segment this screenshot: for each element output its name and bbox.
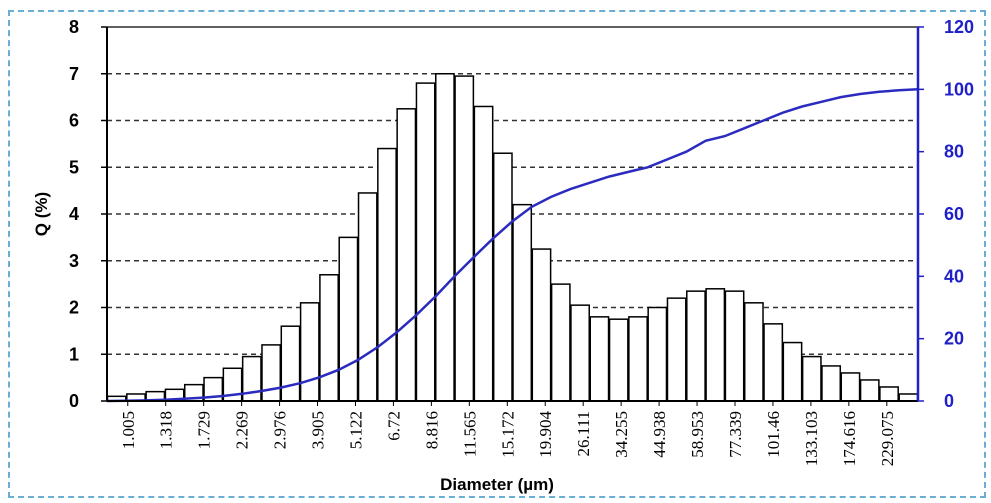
left-tick-label: 7 bbox=[69, 64, 79, 84]
x-tick-label: 11.565 bbox=[460, 411, 479, 457]
histogram-bar bbox=[628, 316, 648, 402]
left-tick-label: 8 bbox=[69, 17, 79, 37]
x-tick-label: 133.103 bbox=[802, 411, 821, 466]
x-tick-label: 5.122 bbox=[347, 411, 366, 449]
x-tick-label: 19.904 bbox=[536, 411, 555, 458]
x-tick-label: 1.729 bbox=[195, 411, 214, 449]
histogram-bar bbox=[357, 192, 378, 402]
x-tick-label: 8.816 bbox=[422, 411, 441, 449]
left-tick-label: 5 bbox=[69, 157, 79, 177]
right-tick-label: 80 bbox=[944, 142, 964, 162]
histogram-bar bbox=[898, 393, 919, 402]
histogram-bar bbox=[801, 355, 822, 402]
left-tick-label: 6 bbox=[69, 111, 79, 131]
left-tick-label: 0 bbox=[69, 391, 79, 411]
x-tick-label: 2.269 bbox=[233, 411, 252, 449]
histogram-bar bbox=[840, 372, 861, 402]
cumulative-line bbox=[106, 88, 919, 403]
histogram-bar bbox=[512, 203, 533, 402]
histogram-bar bbox=[705, 288, 726, 402]
left-tick-label: 3 bbox=[69, 251, 79, 271]
histogram-bar bbox=[377, 147, 397, 402]
right-axis-ticks: 0 20 40 60 80 100 120 bbox=[918, 17, 974, 411]
x-tick-label: 1.318 bbox=[157, 411, 176, 449]
histogram-bar bbox=[492, 152, 513, 402]
histogram-bar bbox=[763, 323, 784, 402]
x-tick-label: 3.905 bbox=[309, 411, 328, 449]
right-tick-label: 120 bbox=[944, 17, 974, 37]
histogram-bar bbox=[686, 290, 706, 402]
y-axis-title: Q (%) bbox=[32, 192, 51, 236]
histogram-bar bbox=[859, 379, 880, 402]
left-tick-label: 4 bbox=[69, 204, 79, 224]
x-tick-label: 229.075 bbox=[878, 411, 897, 466]
histogram-bar bbox=[782, 341, 803, 402]
x-tick-label: 101.46 bbox=[764, 411, 783, 458]
x-tick-label: 34.255 bbox=[612, 411, 631, 458]
chart-frame bbox=[8, 10, 986, 498]
histogram-bar bbox=[338, 236, 359, 402]
histogram-bar bbox=[589, 316, 610, 402]
x-tick-label: 44.938 bbox=[650, 411, 669, 458]
right-tick-label: 100 bbox=[944, 79, 974, 99]
left-axis-ticks: 0 1 2 3 4 5 6 7 8 bbox=[69, 17, 107, 411]
histogram-bar bbox=[531, 248, 552, 402]
histogram-bar bbox=[454, 75, 475, 402]
histogram-bar bbox=[879, 386, 899, 402]
x-tick-label: 174.616 bbox=[840, 411, 859, 466]
right-tick-label: 0 bbox=[944, 391, 954, 411]
left-tick-label: 2 bbox=[69, 298, 79, 318]
x-tick-label: 15.172 bbox=[498, 411, 517, 458]
histogram-bar bbox=[647, 306, 668, 402]
histogram-bar bbox=[570, 304, 590, 402]
x-tick-label: 58.953 bbox=[688, 411, 707, 458]
histogram-bar bbox=[299, 302, 320, 402]
histogram-bars bbox=[106, 73, 919, 402]
x-tick-label: 1.005 bbox=[119, 411, 138, 449]
histogram-bar bbox=[608, 318, 629, 402]
left-tick-label: 1 bbox=[69, 344, 79, 364]
histogram-bar bbox=[280, 325, 301, 402]
x-axis-title: Diameter (µm) bbox=[440, 475, 554, 494]
right-tick-label: 40 bbox=[944, 266, 964, 286]
x-axis-ticks: 1.005 1.318 1.729 2.269 2.976 3.905 5.122 6.72 8… bbox=[119, 401, 897, 466]
cumulative-line-layer bbox=[106, 88, 919, 403]
histogram-bar bbox=[821, 365, 842, 402]
histogram-bar bbox=[743, 302, 764, 402]
histogram-bar bbox=[415, 82, 436, 402]
histogram-bar bbox=[666, 297, 687, 402]
x-tick-label: 2.976 bbox=[271, 411, 290, 449]
x-tick-label: 77.339 bbox=[726, 411, 745, 458]
x-tick-label: 26.111 bbox=[574, 411, 593, 457]
histogram-bar bbox=[724, 290, 745, 402]
histogram-bar bbox=[319, 274, 339, 402]
histogram-bar bbox=[396, 108, 417, 402]
right-tick-label: 60 bbox=[944, 204, 964, 224]
right-tick-label: 20 bbox=[944, 329, 964, 349]
histogram-bar bbox=[550, 283, 571, 402]
x-tick-label: 6.72 bbox=[384, 411, 403, 441]
histogram-bar bbox=[261, 344, 282, 402]
histogram-bar bbox=[435, 73, 455, 402]
